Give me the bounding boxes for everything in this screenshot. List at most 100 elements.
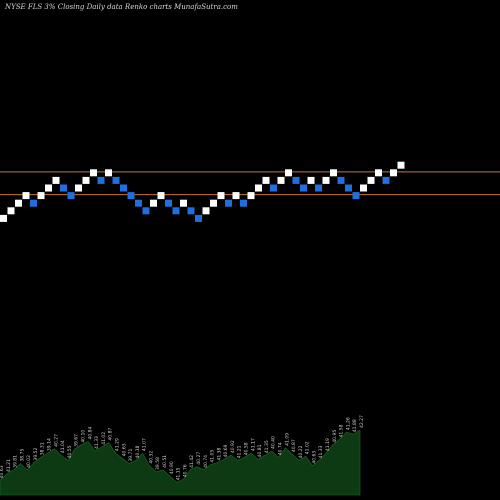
volume-value-label: 40.63 bbox=[311, 451, 317, 464]
volume-value-label: 41.33 bbox=[318, 445, 324, 458]
renko-brick bbox=[367, 176, 375, 184]
renko-brick bbox=[30, 199, 37, 207]
volume-value-label: 40.63 bbox=[0, 465, 5, 478]
renko-brick bbox=[150, 199, 157, 207]
renko-brick bbox=[262, 176, 270, 184]
volume-value-label: 40.02 bbox=[26, 455, 32, 468]
volume-value-label: 41.07 bbox=[142, 438, 148, 451]
volume-value-label: 41.02 bbox=[305, 441, 311, 454]
renko-brick bbox=[7, 207, 15, 215]
renko-brick bbox=[285, 169, 292, 177]
caption-label: Closing Daily data Renko charts MunafaSu… bbox=[57, 3, 238, 11]
volume-value-label: 39.52 bbox=[33, 447, 39, 460]
volume-value-label: 40.92 bbox=[230, 440, 236, 453]
renko-brick bbox=[307, 176, 315, 184]
renko-bricks bbox=[0, 161, 405, 222]
volume-value-label: 40.74 bbox=[203, 455, 209, 468]
volume-value-label: 40.76 bbox=[182, 464, 188, 477]
renko-brick bbox=[165, 199, 172, 207]
renko-brick bbox=[75, 184, 82, 192]
renko-brick bbox=[360, 184, 367, 192]
volume-value-label: 41.17 bbox=[250, 438, 256, 451]
renko-brick bbox=[202, 207, 210, 215]
renko-brick bbox=[225, 199, 232, 207]
renko-brick bbox=[0, 214, 7, 222]
renko-brick bbox=[337, 176, 345, 184]
volume-value-label: 39.14 bbox=[47, 438, 53, 451]
renko-brick bbox=[352, 192, 360, 200]
renko-brick bbox=[300, 184, 307, 192]
renko-brick bbox=[120, 184, 127, 192]
renko-brick bbox=[67, 192, 75, 200]
volume-value-label: 42.27 bbox=[359, 415, 365, 428]
volume-value-label: 40.90 bbox=[169, 461, 175, 474]
volume-value-label: 41.15 bbox=[176, 467, 182, 480]
renko-brick bbox=[195, 214, 202, 222]
renko-brick bbox=[240, 199, 247, 207]
volume-value-label: 41.29 bbox=[114, 438, 120, 451]
volume-value-label: 39.81 bbox=[13, 455, 19, 468]
volume-value-label: 41.19 bbox=[325, 438, 331, 451]
renko-brick bbox=[375, 169, 382, 177]
volume-value-label: 40.84 bbox=[87, 427, 93, 440]
volume-value-label: 40.87 bbox=[291, 439, 297, 452]
renko-brick bbox=[330, 169, 337, 177]
volume-value-label: 41.88 bbox=[352, 419, 358, 432]
renko-brick bbox=[255, 184, 262, 192]
renko-brick bbox=[390, 169, 397, 177]
volume-value-label: 40.32 bbox=[148, 451, 154, 464]
renko-brick bbox=[217, 192, 225, 200]
volume-value-label: 40.63 bbox=[121, 443, 127, 456]
volume-value-label: 41.33 bbox=[94, 436, 100, 449]
renko-brick bbox=[232, 192, 240, 200]
volume-panel bbox=[0, 429, 361, 496]
renko-brick bbox=[135, 199, 142, 207]
renko-brick bbox=[112, 176, 120, 184]
symbol-label: NYSE FLS bbox=[5, 3, 43, 11]
volume-value-label: 39.71 bbox=[128, 449, 134, 462]
volume-value-label: 40.87 bbox=[108, 428, 114, 441]
volume-area bbox=[0, 429, 361, 496]
renko-brick bbox=[397, 161, 405, 169]
renko-brick bbox=[247, 192, 255, 200]
renko-brick bbox=[277, 176, 285, 184]
renko-brick bbox=[97, 176, 105, 184]
renko-brick bbox=[105, 169, 112, 177]
renko-brick bbox=[142, 207, 150, 215]
renko-brick bbox=[22, 192, 30, 200]
volume-value-label: 41.38 bbox=[216, 447, 222, 460]
volume-value-label: 41.02 bbox=[101, 432, 107, 445]
volume-value-label: 40.40 bbox=[271, 436, 277, 449]
renko-brick bbox=[90, 169, 97, 177]
renko-brick bbox=[52, 176, 60, 184]
renko-brick bbox=[382, 176, 390, 184]
renko-brick bbox=[180, 199, 187, 207]
volume-value-label: 41.35 bbox=[264, 440, 270, 453]
volume-value-label: 41.05 bbox=[210, 450, 216, 463]
renko-brick bbox=[82, 176, 90, 184]
volume-value-label: 41.09 bbox=[284, 433, 290, 446]
volume-value-label: 40.27 bbox=[196, 452, 202, 465]
renko-brick bbox=[345, 184, 352, 192]
renko-brick bbox=[45, 184, 52, 192]
renko-brick bbox=[60, 184, 67, 192]
renko-brick bbox=[292, 176, 300, 184]
volume-value-label: 40.69 bbox=[223, 444, 229, 457]
volume-value-label: 41.21 bbox=[237, 445, 243, 458]
volume-value-label: 40.74 bbox=[277, 442, 283, 455]
chart-title: NYSE FLS 3% Closing Daily data Renko cha… bbox=[5, 3, 238, 11]
volume-value-label: 39.58 bbox=[155, 457, 161, 470]
volume-value-label: 38.75 bbox=[19, 449, 25, 462]
volume-value-label: 40.18 bbox=[135, 445, 141, 458]
renko-brick bbox=[210, 199, 217, 207]
volume-value-label: 40.58 bbox=[244, 442, 250, 455]
volume-value-label: 41.21 bbox=[6, 459, 12, 472]
volume-value-label: 40.81 bbox=[257, 444, 263, 457]
renko-brick bbox=[322, 176, 330, 184]
renko-brick bbox=[15, 199, 22, 207]
volume-value-label: 39.67 bbox=[74, 434, 80, 447]
volume-value-label: 41.26 bbox=[345, 417, 351, 430]
volume-value-label: 41.04 bbox=[60, 440, 66, 453]
